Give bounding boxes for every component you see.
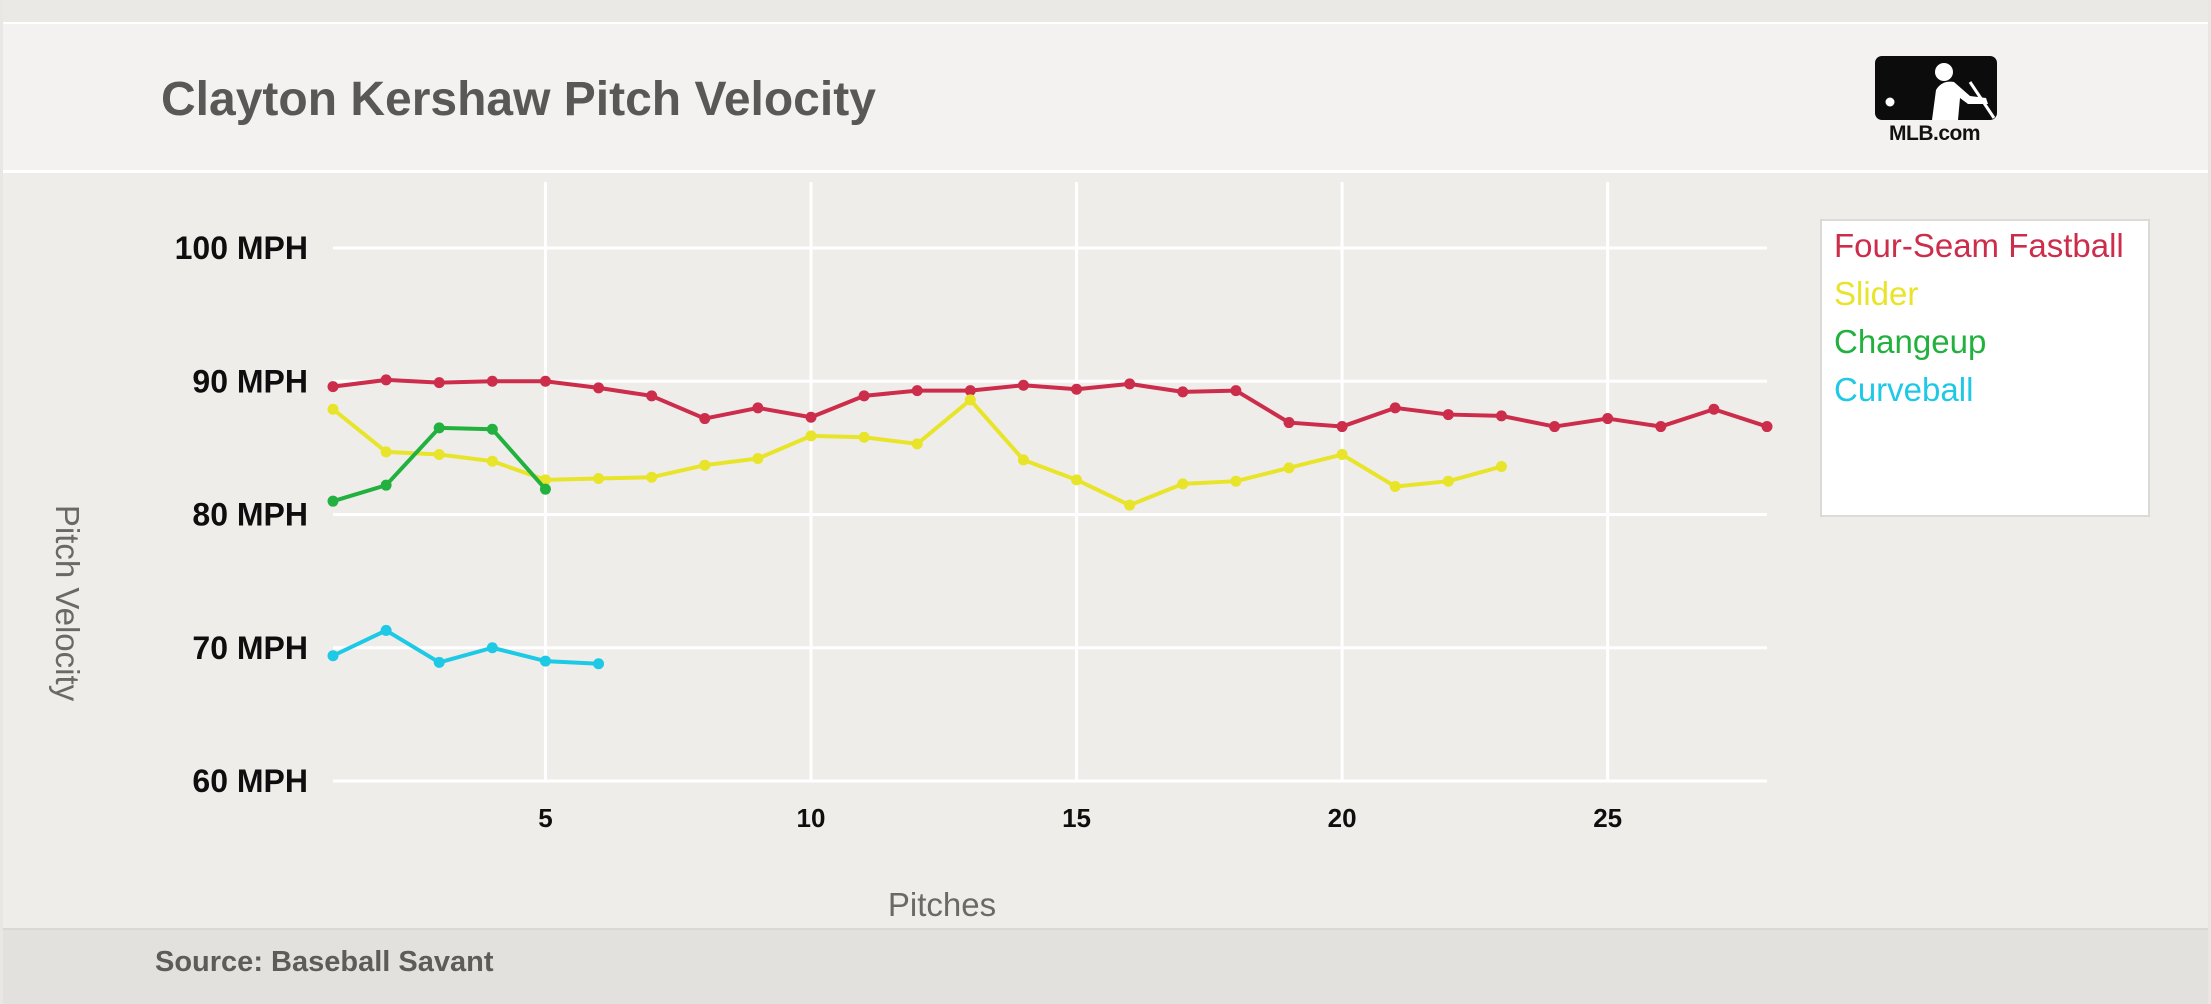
data-point-changeup[interactable] [380,479,392,491]
data-point-four-seam-fastball[interactable] [1336,421,1348,433]
data-point-slider[interactable] [911,438,923,450]
data-point-slider[interactable] [539,474,551,486]
data-point-slider[interactable] [1283,462,1295,474]
mlb-logo-icon [1875,56,1997,120]
data-point-four-seam-fastball[interactable] [1602,413,1614,425]
series-line-curveball [332,628,599,666]
data-point-slider[interactable] [433,449,445,461]
data-point-four-seam-fastball[interactable] [1389,402,1401,414]
data-point-slider[interactable] [699,459,711,471]
data-point-four-seam-fastball[interactable] [1761,421,1773,433]
chart-header [3,24,2208,173]
data-point-slider[interactable] [646,471,658,483]
data-point-slider[interactable] [1495,461,1507,473]
data-point-four-seam-fastball[interactable] [1442,409,1454,421]
y-tick-label: 80 MPH [192,497,308,533]
x-tick-label: 15 [1062,803,1091,833]
axis-layer: 60 MPH 70 MPH 80 MPH 90 MPH 100 MPH 5 10 15 20 25 [175,230,1623,833]
data-point-curveball[interactable] [486,642,498,654]
data-point-four-seam-fastball[interactable] [646,390,658,402]
data-point-four-seam-fastball[interactable] [1124,378,1136,390]
y-tick-label: 100 MPH [175,230,308,266]
y-tick-label: 60 MPH [192,763,308,799]
data-point-four-seam-fastball[interactable] [1708,403,1720,415]
data-point-four-seam-fastball[interactable] [1655,421,1667,433]
y-tick-label: 70 MPH [192,630,308,666]
data-point-four-seam-fastball[interactable] [805,411,817,423]
data-point-slider[interactable] [964,394,976,406]
x-axis-label: Pitches [887,886,997,923]
data-point-slider[interactable] [327,403,339,415]
data-point-slider[interactable] [1124,499,1136,511]
x-tick-label: 25 [1593,803,1622,833]
y-axis-label: Pitch Velocity [49,504,86,702]
data-point-curveball[interactable] [380,624,392,636]
data-point-changeup[interactable] [486,423,498,435]
data-point-four-seam-fastball[interactable] [1549,421,1561,433]
data-point-four-seam-fastball[interactable] [1071,383,1083,395]
data-point-four-seam-fastball[interactable] [1283,417,1295,429]
y-tick-label: 90 MPH [192,363,308,399]
data-point-changeup[interactable] [433,422,445,434]
data-point-four-seam-fastball[interactable] [433,377,445,389]
data-point-slider[interactable] [1017,454,1029,466]
data-point-four-seam-fastball[interactable] [327,381,339,393]
data-point-curveball[interactable] [433,656,445,668]
chart-footer [3,928,2208,1004]
data-point-slider[interactable] [486,455,498,467]
legend-item-four-seam-fastball[interactable]: Four-Seam Fastball [1834,227,2124,264]
data-point-four-seam-fastball[interactable] [539,375,551,387]
data-point-four-seam-fastball[interactable] [1177,386,1189,398]
data-point-slider[interactable] [752,453,764,465]
top-strip [3,0,2208,24]
data-point-slider[interactable] [1177,478,1189,490]
data-point-slider[interactable] [805,430,817,442]
data-point-slider[interactable] [858,431,870,443]
data-point-slider[interactable] [593,473,605,485]
grid-layer [333,182,1767,783]
data-point-curveball[interactable] [327,650,339,662]
data-point-slider[interactable] [380,446,392,458]
series-line-slider [331,397,1502,508]
source-text: Source: Baseball Savant [155,946,494,978]
data-point-four-seam-fastball[interactable] [1017,379,1029,391]
legend-item-curveball[interactable]: Curveball [1834,371,1974,408]
legend-item-slider[interactable]: Slider [1834,275,1919,312]
series-line-changeup [332,425,547,504]
x-tick-label: 20 [1328,803,1357,833]
legend: Four-Seam Fastball Slider Changeup Curvebal… [1820,219,2150,517]
data-point-changeup[interactable] [327,495,339,507]
chart-title: Clayton Kershaw Pitch Velocity [161,73,876,126]
data-point-slider[interactable] [1336,449,1348,461]
x-tick-label: 10 [797,803,826,833]
x-tick-label: 5 [538,803,552,833]
series-line-four-seam-fastball [332,377,1768,429]
legend-item-changeup[interactable]: Changeup [1834,323,1987,360]
data-point-slider[interactable] [1230,475,1242,487]
data-point-four-seam-fastball[interactable] [380,374,392,386]
data-point-curveball[interactable] [593,658,605,670]
series-layer [327,374,1773,670]
data-point-four-seam-fastball[interactable] [1495,410,1507,422]
logo-text: MLB.com [1889,122,1981,145]
data-point-slider[interactable] [1071,474,1083,486]
data-point-four-seam-fastball[interactable] [699,413,711,425]
data-point-four-seam-fastball[interactable] [486,375,498,387]
data-point-slider[interactable] [1389,481,1401,493]
data-point-four-seam-fastball[interactable] [1230,385,1242,397]
data-point-curveball[interactable] [539,655,551,667]
data-point-four-seam-fastball[interactable] [911,385,923,397]
data-point-four-seam-fastball[interactable] [593,382,605,394]
data-point-changeup[interactable] [539,483,551,495]
data-point-four-seam-fastball[interactable] [858,390,870,402]
data-point-four-seam-fastball[interactable] [752,402,764,414]
data-point-slider[interactable] [1442,475,1454,487]
data-point-four-seam-fastball[interactable] [964,385,976,397]
